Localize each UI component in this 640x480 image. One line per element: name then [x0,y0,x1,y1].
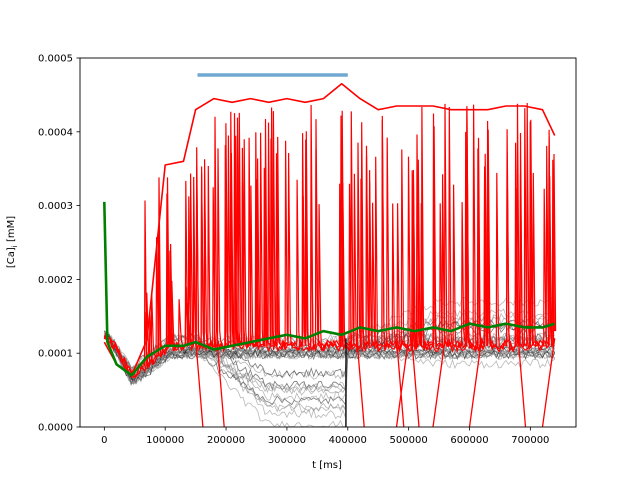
x-axis-label: t [ms] [312,460,342,471]
red-spike-trace [103,103,555,378]
x-tick-label: 700000 [511,435,549,446]
y-tick-label: 0.0003 [38,201,73,212]
red-dropout-trace [216,338,225,428]
x-tick-label: 100000 [146,435,184,446]
y-axis-label-subscript: i [11,245,19,247]
x-tick-label: 400000 [329,435,367,446]
y-axis-label: [Ca]i [mM] [6,216,19,268]
x-tick-label: 500000 [390,435,428,446]
red-dropout-trace [411,338,420,428]
red-envelope-trace [103,83,556,377]
x-tick-label: 300000 [268,435,306,446]
y-tick-label: 0.0002 [38,275,73,286]
red-spike-trace [103,102,557,378]
red-dropout-trace [517,338,527,428]
y-axis-label-unit: [mM] [6,216,17,245]
data-layer [103,83,557,428]
red-dropout-trace [194,338,204,428]
y-tick-label: 0.0004 [38,127,73,138]
x-axis: 0 100000 200000 300000 400000 500000 600000 700… [101,427,549,446]
red-recovery-trace [395,338,410,428]
y-axis: 0.0000 0.0001 0.0002 0.0003 0.0004 0.0005 [38,54,80,434]
red-recovery-trace [468,338,483,428]
green-mean-trace [103,201,556,377]
red-dropout-trace [356,338,365,428]
y-tick-label: 0.0000 [38,423,73,434]
red-recovery-trace [432,338,446,428]
y-tick-label: 0.0005 [38,54,73,65]
y-tick-label: 0.0001 [38,349,73,360]
red-recovery-trace [541,338,556,428]
x-tick-label: 0 [101,435,107,446]
axes-frame [79,57,577,428]
y-axis-label-main: [Ca] [6,247,17,268]
red-dropout-trace [395,338,405,428]
x-tick-label: 600000 [450,435,488,446]
x-tick-label: 200000 [207,435,245,446]
